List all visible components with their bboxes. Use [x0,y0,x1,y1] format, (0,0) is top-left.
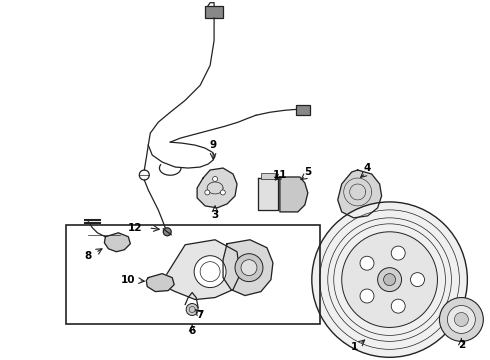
Circle shape [447,306,475,333]
Circle shape [360,289,374,303]
Text: 7: 7 [196,310,204,320]
Polygon shape [104,233,130,252]
Bar [66,225,320,324]
Circle shape [235,254,263,282]
Circle shape [391,299,405,313]
Polygon shape [338,170,382,218]
Polygon shape [147,274,174,292]
Text: 11: 11 [272,170,287,180]
Circle shape [163,228,171,236]
Circle shape [220,190,225,195]
Circle shape [411,273,424,287]
Bar [261,173,275,179]
Circle shape [205,190,210,195]
Text: 10: 10 [121,275,136,285]
Circle shape [454,312,468,327]
Circle shape [360,256,374,270]
Text: 4: 4 [364,163,371,173]
Bar [205,6,223,18]
Text: 9: 9 [210,140,217,150]
Polygon shape [197,168,237,208]
Text: 6: 6 [189,327,196,336]
Circle shape [194,256,226,288]
Polygon shape [280,177,308,212]
Circle shape [312,202,467,357]
Text: 2: 2 [458,340,465,350]
Text: 8: 8 [85,251,92,261]
Circle shape [378,268,401,292]
Circle shape [440,298,483,341]
Text: 12: 12 [128,223,143,233]
Polygon shape [223,240,273,296]
Polygon shape [160,240,240,300]
Circle shape [186,303,198,315]
Bar [296,105,310,115]
Circle shape [391,246,405,260]
Text: 1: 1 [351,342,358,352]
Circle shape [384,274,395,285]
Circle shape [241,260,257,276]
Circle shape [213,176,218,181]
Circle shape [342,232,438,328]
Text: 3: 3 [212,210,219,220]
Text: 5: 5 [304,167,312,177]
Polygon shape [258,178,278,210]
